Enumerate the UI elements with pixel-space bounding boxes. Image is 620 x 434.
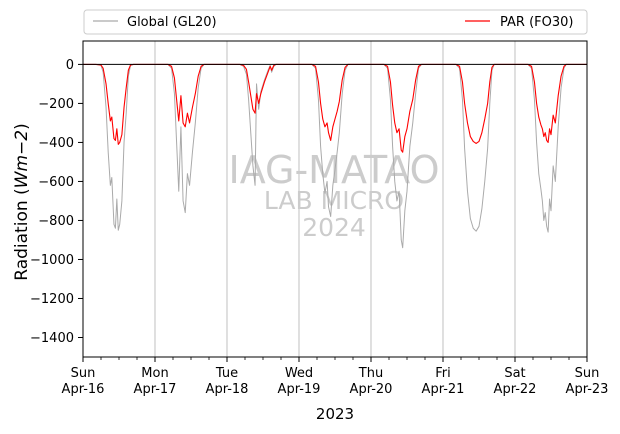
x-tick-label-day-4: Thu [358,366,383,381]
x-tick-label-day-2: Tue [215,366,238,381]
x-tick-label-date-7: Apr-23 [566,382,609,397]
y-tick-label-3: −600 [38,175,74,190]
y-tick-label-1: −200 [38,97,74,112]
x-tick-label-date-3: Apr-19 [278,382,321,397]
x-tick-label-date-0: Apr-16 [62,382,105,397]
x-tick-label-day-1: Mon [141,366,168,381]
y-tick-label-2: −400 [38,136,74,151]
x-tick-label-day-3: Wed [285,366,313,381]
watermark-line-3: 2024 [302,213,366,242]
legend-label-global: Global (GL20) [127,15,217,30]
x-tick-label-day-5: Fri [435,366,451,381]
x-tick-label-date-5: Apr-21 [422,382,465,397]
x-tick-label-date-2: Apr-18 [206,382,249,397]
x-tick-label-date-1: Apr-17 [134,382,177,397]
y-tick-label-5: −1000 [30,253,74,268]
legend-label-par: PAR (FO30) [500,15,573,30]
y-tick-label-6: −1200 [30,292,74,307]
x-tick-label-day-0: Sun [71,366,96,381]
y-tick-label-0: 0 [66,58,74,73]
x-tick-label-day-7: Sun [575,366,600,381]
watermark-line-2: LAB MICRO [264,186,404,215]
x-tick-label-date-6: Apr-22 [494,382,537,397]
x-tick-label-date-4: Apr-20 [350,382,393,397]
watermark: IAG-MATAO LAB MICRO 2024 [228,148,439,242]
x-axis-label: 2023 [316,405,354,423]
y-tick-label-4: −800 [38,214,74,229]
y-axis-label: Radiation (Wm−2) [12,123,32,280]
y-axis-ticks: 0 −200 −400 −600 −800 −1000 −1200 −1400 [30,58,83,346]
legend-frame [83,9,588,35]
grid-lines [154,41,516,357]
y-tick-label-7: −1400 [30,331,74,346]
x-tick-label-day-6: Sat [504,366,525,381]
x-axis-ticks: SunApr-16MonApr-17TueApr-18WedApr-19ThuA… [62,357,609,397]
watermark-line-1: IAG-MATAO [228,148,439,192]
legend: Global (GL20) PAR (FO30) [83,9,588,35]
